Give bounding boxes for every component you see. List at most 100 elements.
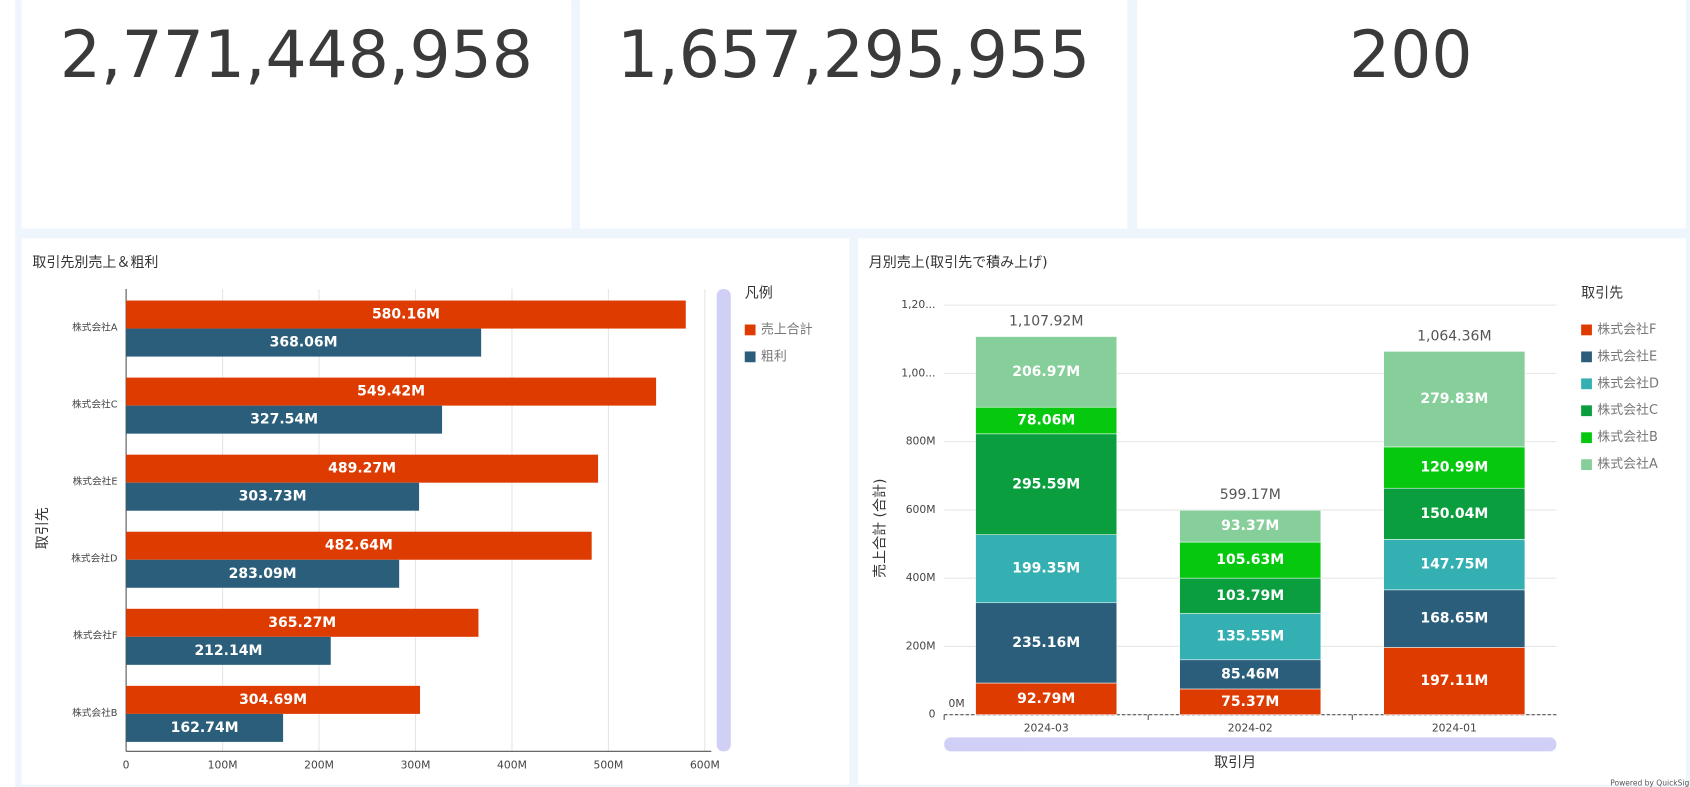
bar-segment: [1383, 647, 1526, 715]
bar-segment: [975, 682, 1118, 715]
value-label: 197.11M: [1420, 673, 1488, 689]
y-tick-label: 1,20...: [901, 298, 935, 311]
bar-segment: [1383, 539, 1526, 591]
legend-label: 株式会社F: [1597, 321, 1656, 337]
x-tick-label: 2024-01: [1432, 722, 1477, 735]
x-tick-label: 0: [123, 758, 130, 771]
chart-title: 月別売上(取引先で積み上げ): [869, 255, 1048, 271]
chart-title: 取引先別売上＆粗利: [32, 255, 158, 271]
x-tick-label: 300M: [401, 758, 431, 771]
bar-segment: [1383, 351, 1526, 448]
value-label: 549.42M: [357, 384, 425, 400]
bar-segment: [975, 336, 1118, 408]
legend-label: 株式会社C: [1597, 402, 1658, 418]
value-label: 489.27M: [328, 461, 396, 477]
kpi-panel: [579, 0, 1128, 229]
legend-swatch: [1581, 378, 1592, 390]
value-label: 206.97M: [1012, 364, 1080, 380]
bar-segment: [1179, 688, 1322, 715]
value-label: 283.09M: [229, 566, 297, 582]
total-label: 1,107.92M: [1009, 313, 1083, 329]
kpi-value: 1,657,295,955: [617, 18, 1090, 93]
bar: [126, 713, 284, 742]
y-tick-label: 株式会社C: [72, 398, 118, 411]
bar: [126, 377, 657, 406]
legend-swatch: [744, 351, 756, 363]
bar-segment: [1179, 659, 1322, 690]
legend-label: 株式会社D: [1597, 375, 1659, 391]
value-label: 279.83M: [1420, 391, 1488, 407]
y-tick-label: 200M: [906, 639, 936, 652]
value-label: 93.37M: [1221, 518, 1279, 534]
legend-swatch: [744, 324, 756, 336]
value-label: 105.63M: [1216, 552, 1284, 568]
legend-swatch: [1581, 432, 1592, 444]
value-label: 147.75M: [1420, 557, 1488, 573]
bar: [126, 608, 479, 637]
value-label: 303.73M: [239, 489, 307, 505]
value-label: 304.69M: [239, 692, 307, 708]
y-tick-label: 株式会社D: [71, 552, 117, 565]
legend-swatch: [1581, 351, 1592, 363]
scrollbar[interactable]: [944, 737, 1557, 752]
value-label: 580.16M: [372, 307, 440, 323]
bar: [126, 531, 592, 560]
bar: [126, 559, 400, 588]
value-label: 75.37M: [1221, 694, 1279, 710]
value-label: 212.14M: [194, 643, 262, 659]
legend-label: 売上合計: [761, 321, 813, 337]
x-tick-label: 600M: [690, 758, 720, 771]
value-label: 92.79M: [1017, 691, 1075, 707]
total-label: 1,064.36M: [1417, 328, 1491, 344]
bar-segment: [975, 406, 1118, 435]
y-tick-label: 株式会社A: [72, 320, 118, 333]
scrollbar[interactable]: [716, 288, 731, 752]
legend-swatch: [1581, 405, 1592, 417]
bar-segment: [975, 602, 1118, 684]
y-tick-label: 株式会社B: [72, 706, 117, 719]
bar-segment: [975, 433, 1118, 535]
bar: [126, 482, 420, 511]
y-tick-label: 400M: [906, 571, 936, 584]
legend-label: 株式会社A: [1597, 456, 1658, 472]
legend-swatch: [1581, 459, 1592, 471]
legend-title: 凡例: [745, 285, 773, 301]
legend-swatch: [1581, 324, 1592, 336]
footer: Powered by QuickSight: [1610, 779, 1690, 787]
legend-title: 取引先: [1581, 285, 1623, 301]
y-tick-label: 株式会社E: [73, 475, 118, 488]
value-label: 295.59M: [1012, 476, 1080, 492]
bar: [126, 636, 331, 665]
value-label: 78.06M: [1017, 413, 1075, 429]
bar-segment: [1383, 446, 1526, 489]
y-axis-label: 取引先: [35, 507, 51, 549]
value-label: 235.16M: [1012, 635, 1080, 651]
y-tick-label: 800M: [906, 435, 936, 448]
value-label: 120.99M: [1420, 460, 1488, 476]
bar: [126, 405, 443, 434]
kpi-panel: [21, 0, 572, 229]
x-tick-label: 200M: [304, 758, 334, 771]
legend-label: 粗利: [761, 349, 787, 364]
value-label: 168.65M: [1420, 611, 1488, 627]
bar-segment: [1383, 487, 1526, 540]
value-label: 103.79M: [1216, 588, 1284, 604]
y-axis-label: 売上合計 (合計): [873, 479, 889, 578]
total-label: 599.17M: [1220, 487, 1281, 503]
bar-segment: [1383, 589, 1526, 648]
value-label: 199.35M: [1012, 561, 1080, 577]
value-label: 135.55M: [1216, 629, 1284, 645]
value-label: 365.27M: [268, 615, 336, 631]
y-tick-label: 1,00...: [901, 366, 935, 379]
y-tick-label: 株式会社F: [73, 629, 118, 642]
bar-segment: [1179, 577, 1322, 614]
value-label: 482.64M: [325, 538, 393, 554]
side-strip: [0, 0, 16, 787]
kpi-panel: [1137, 0, 1686, 229]
x-axis-label: 取引月: [1214, 755, 1256, 771]
value-label: 162.74M: [171, 720, 239, 736]
bar: [126, 328, 482, 357]
value-label: 368.06M: [270, 335, 338, 351]
bar: [126, 454, 599, 483]
